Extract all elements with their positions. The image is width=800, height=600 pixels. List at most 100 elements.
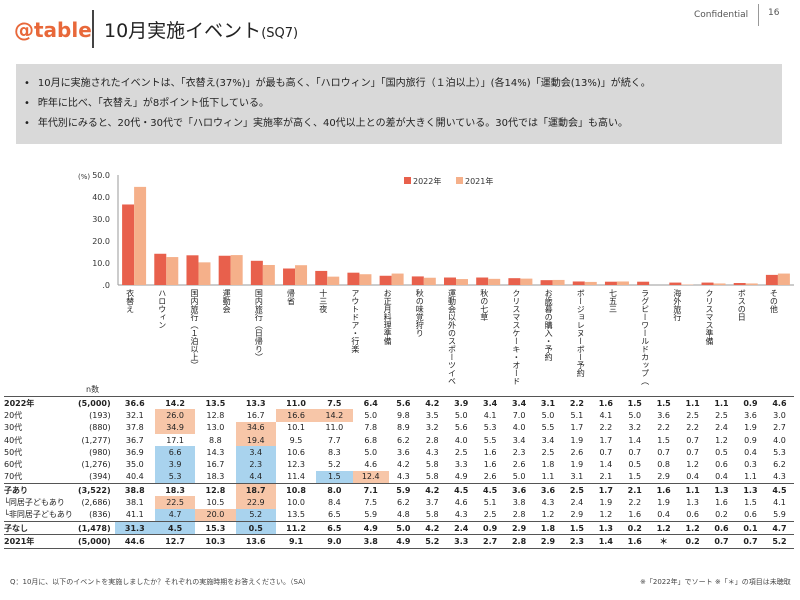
table-cell: 0.7 — [686, 435, 699, 445]
row-n: (836) — [78, 508, 115, 522]
bar-2022 — [733, 283, 746, 285]
table-cell: 5.0 — [388, 521, 418, 536]
table-cell: 7.5 — [316, 396, 353, 410]
table-cell: 1.2 — [715, 435, 728, 445]
table-row: 40代 (1,277) 36.7 17.1 8.8 19.4 9.5 7.7 6.8 6.2 2.8… — [4, 433, 794, 447]
table-cell: 2.9 — [533, 534, 563, 549]
legend-label: 2021年 — [465, 176, 493, 186]
category-label: 国内旅行（１泊以上） — [190, 289, 199, 369]
table-cell: 4.2 — [417, 396, 447, 410]
row-n: (193) — [89, 410, 111, 420]
table-cell: 3.5 — [425, 410, 439, 420]
bar-2021 — [198, 262, 211, 285]
n-header: n数 — [86, 385, 100, 394]
table-cell: 5.6 — [388, 396, 418, 410]
table-cell: 5.8 — [417, 508, 447, 522]
table-cell: 5.5 — [541, 423, 555, 433]
table-cell: 8.0 — [327, 485, 342, 495]
table-cell: 2.5 — [686, 410, 699, 420]
table-cell: 2.4 — [446, 521, 476, 536]
table-cell: 3.4 — [235, 446, 276, 459]
table-cell: 4.9 — [446, 470, 476, 485]
table-cell: 12.8 — [205, 485, 226, 495]
bar-2022 — [540, 280, 553, 285]
table-cell: 1.1 — [533, 470, 563, 485]
table-cell: 1.7 — [599, 435, 613, 445]
table-cell: 5.2 — [235, 508, 276, 522]
table-cell: 4.1 — [599, 410, 613, 420]
bar-2022 — [122, 204, 135, 285]
bar-2022 — [250, 260, 263, 285]
table-cell: 4.1 — [773, 498, 786, 508]
table-cell: 3.6 — [540, 485, 556, 495]
row-n: (5,000) — [78, 534, 115, 549]
table-cell: 4.3 — [425, 447, 439, 457]
table-cell: 2.9 — [649, 470, 679, 485]
table-cell: 1.9 — [657, 498, 671, 508]
table-cell: 2.7 — [475, 534, 505, 549]
table-row: 20代 (193) 32.1 26.0 12.8 16.7 16.6 14.2 5.0 9.8 3.… — [4, 409, 794, 422]
y-tick-label: 30.0 — [92, 215, 110, 224]
table-cell: 5.0 — [628, 410, 642, 420]
table-cell: 5.9 — [352, 508, 389, 522]
table-cell: 0.8 — [657, 460, 671, 470]
y-tick-label: 20.0 — [92, 237, 110, 246]
table-cell: 3.6 — [657, 410, 671, 420]
table-row: 子あり (3,522) 38.8 18.3 12.8 18.7 10.8 8.0 7.1 5.9 4… — [4, 483, 794, 497]
table-cell: 11.4 — [275, 470, 317, 485]
row-n: (3,522) — [78, 485, 111, 495]
table-cell: 18.3 — [165, 485, 185, 495]
table-cell: 1.1 — [735, 470, 765, 485]
table-cell: 13.0 — [206, 423, 225, 433]
table-cell: 14.3 — [206, 447, 225, 457]
table-cell: 4.3 — [541, 498, 555, 508]
table-cell: 9.5 — [289, 435, 303, 445]
table-cell: 1.2 — [649, 521, 679, 536]
row-n: (980) — [89, 447, 111, 457]
table-cell: 2.5 — [475, 508, 505, 522]
table-cell: 3.2 — [628, 423, 642, 433]
table-cell: 2.7 — [773, 423, 786, 433]
summary-item: 10月に実施されたイベントは、「衣替え(37%)」が最も高く、「ハロウィン」「国… — [24, 74, 782, 94]
table-cell: 2.5 — [541, 447, 555, 457]
table-cell: 15.3 — [195, 521, 236, 536]
table-cell: 2.4 — [570, 498, 584, 508]
table-cell: 5.0 — [541, 410, 555, 420]
row-label: 2021年 — [4, 534, 78, 549]
table-cell: 3.9 — [446, 396, 476, 410]
table-cell: 2.2 — [599, 423, 613, 433]
table-cell: 1.1 — [707, 396, 736, 410]
table-cell: 4.3 — [764, 470, 794, 485]
table-cell: 19.4 — [235, 433, 276, 447]
category-label: クリスマス準備 — [705, 289, 714, 346]
table-cell: 3.4 — [541, 435, 555, 445]
row-label: 70代 — [4, 470, 78, 485]
legend-swatch — [456, 177, 463, 184]
table-cell: 4.9 — [388, 534, 418, 549]
table-cell: 5.9 — [764, 508, 794, 522]
y-axis-unit: (%) — [78, 173, 90, 181]
table-cell: 1.4 — [591, 534, 621, 549]
row-label: 20代 — [4, 410, 23, 420]
table-cell: 0.4 — [678, 470, 708, 485]
table-cell: 0.7 — [686, 447, 699, 457]
table-cell: 0.2 — [620, 521, 650, 536]
bar-2022 — [218, 255, 231, 285]
table-cell: 3.1 — [562, 470, 592, 485]
legend-label: 2022年 — [413, 176, 441, 186]
table-cell: 1.2 — [591, 508, 621, 522]
table-cell: 20.0 — [195, 508, 236, 522]
table-cell: 5.6 — [454, 423, 468, 433]
bar-2021 — [584, 281, 597, 285]
table-cell: 34.6 — [235, 421, 276, 434]
bar-2022 — [669, 282, 682, 285]
table-cell: 1.1 — [678, 396, 708, 410]
table-cell: 26.0 — [154, 409, 196, 422]
table-cell: 4.1 — [483, 410, 497, 420]
table-row: 2022年 (5,000) 36.6 14.2 13.5 13.3 11.0 7.5 6.4 5.… — [4, 396, 794, 410]
table-cell: 8.3 — [328, 447, 341, 457]
bar-2021 — [745, 283, 758, 285]
table-cell: 12.8 — [206, 410, 225, 420]
table-cell: 22.5 — [154, 496, 196, 509]
table-cell: 34.9 — [154, 421, 196, 434]
